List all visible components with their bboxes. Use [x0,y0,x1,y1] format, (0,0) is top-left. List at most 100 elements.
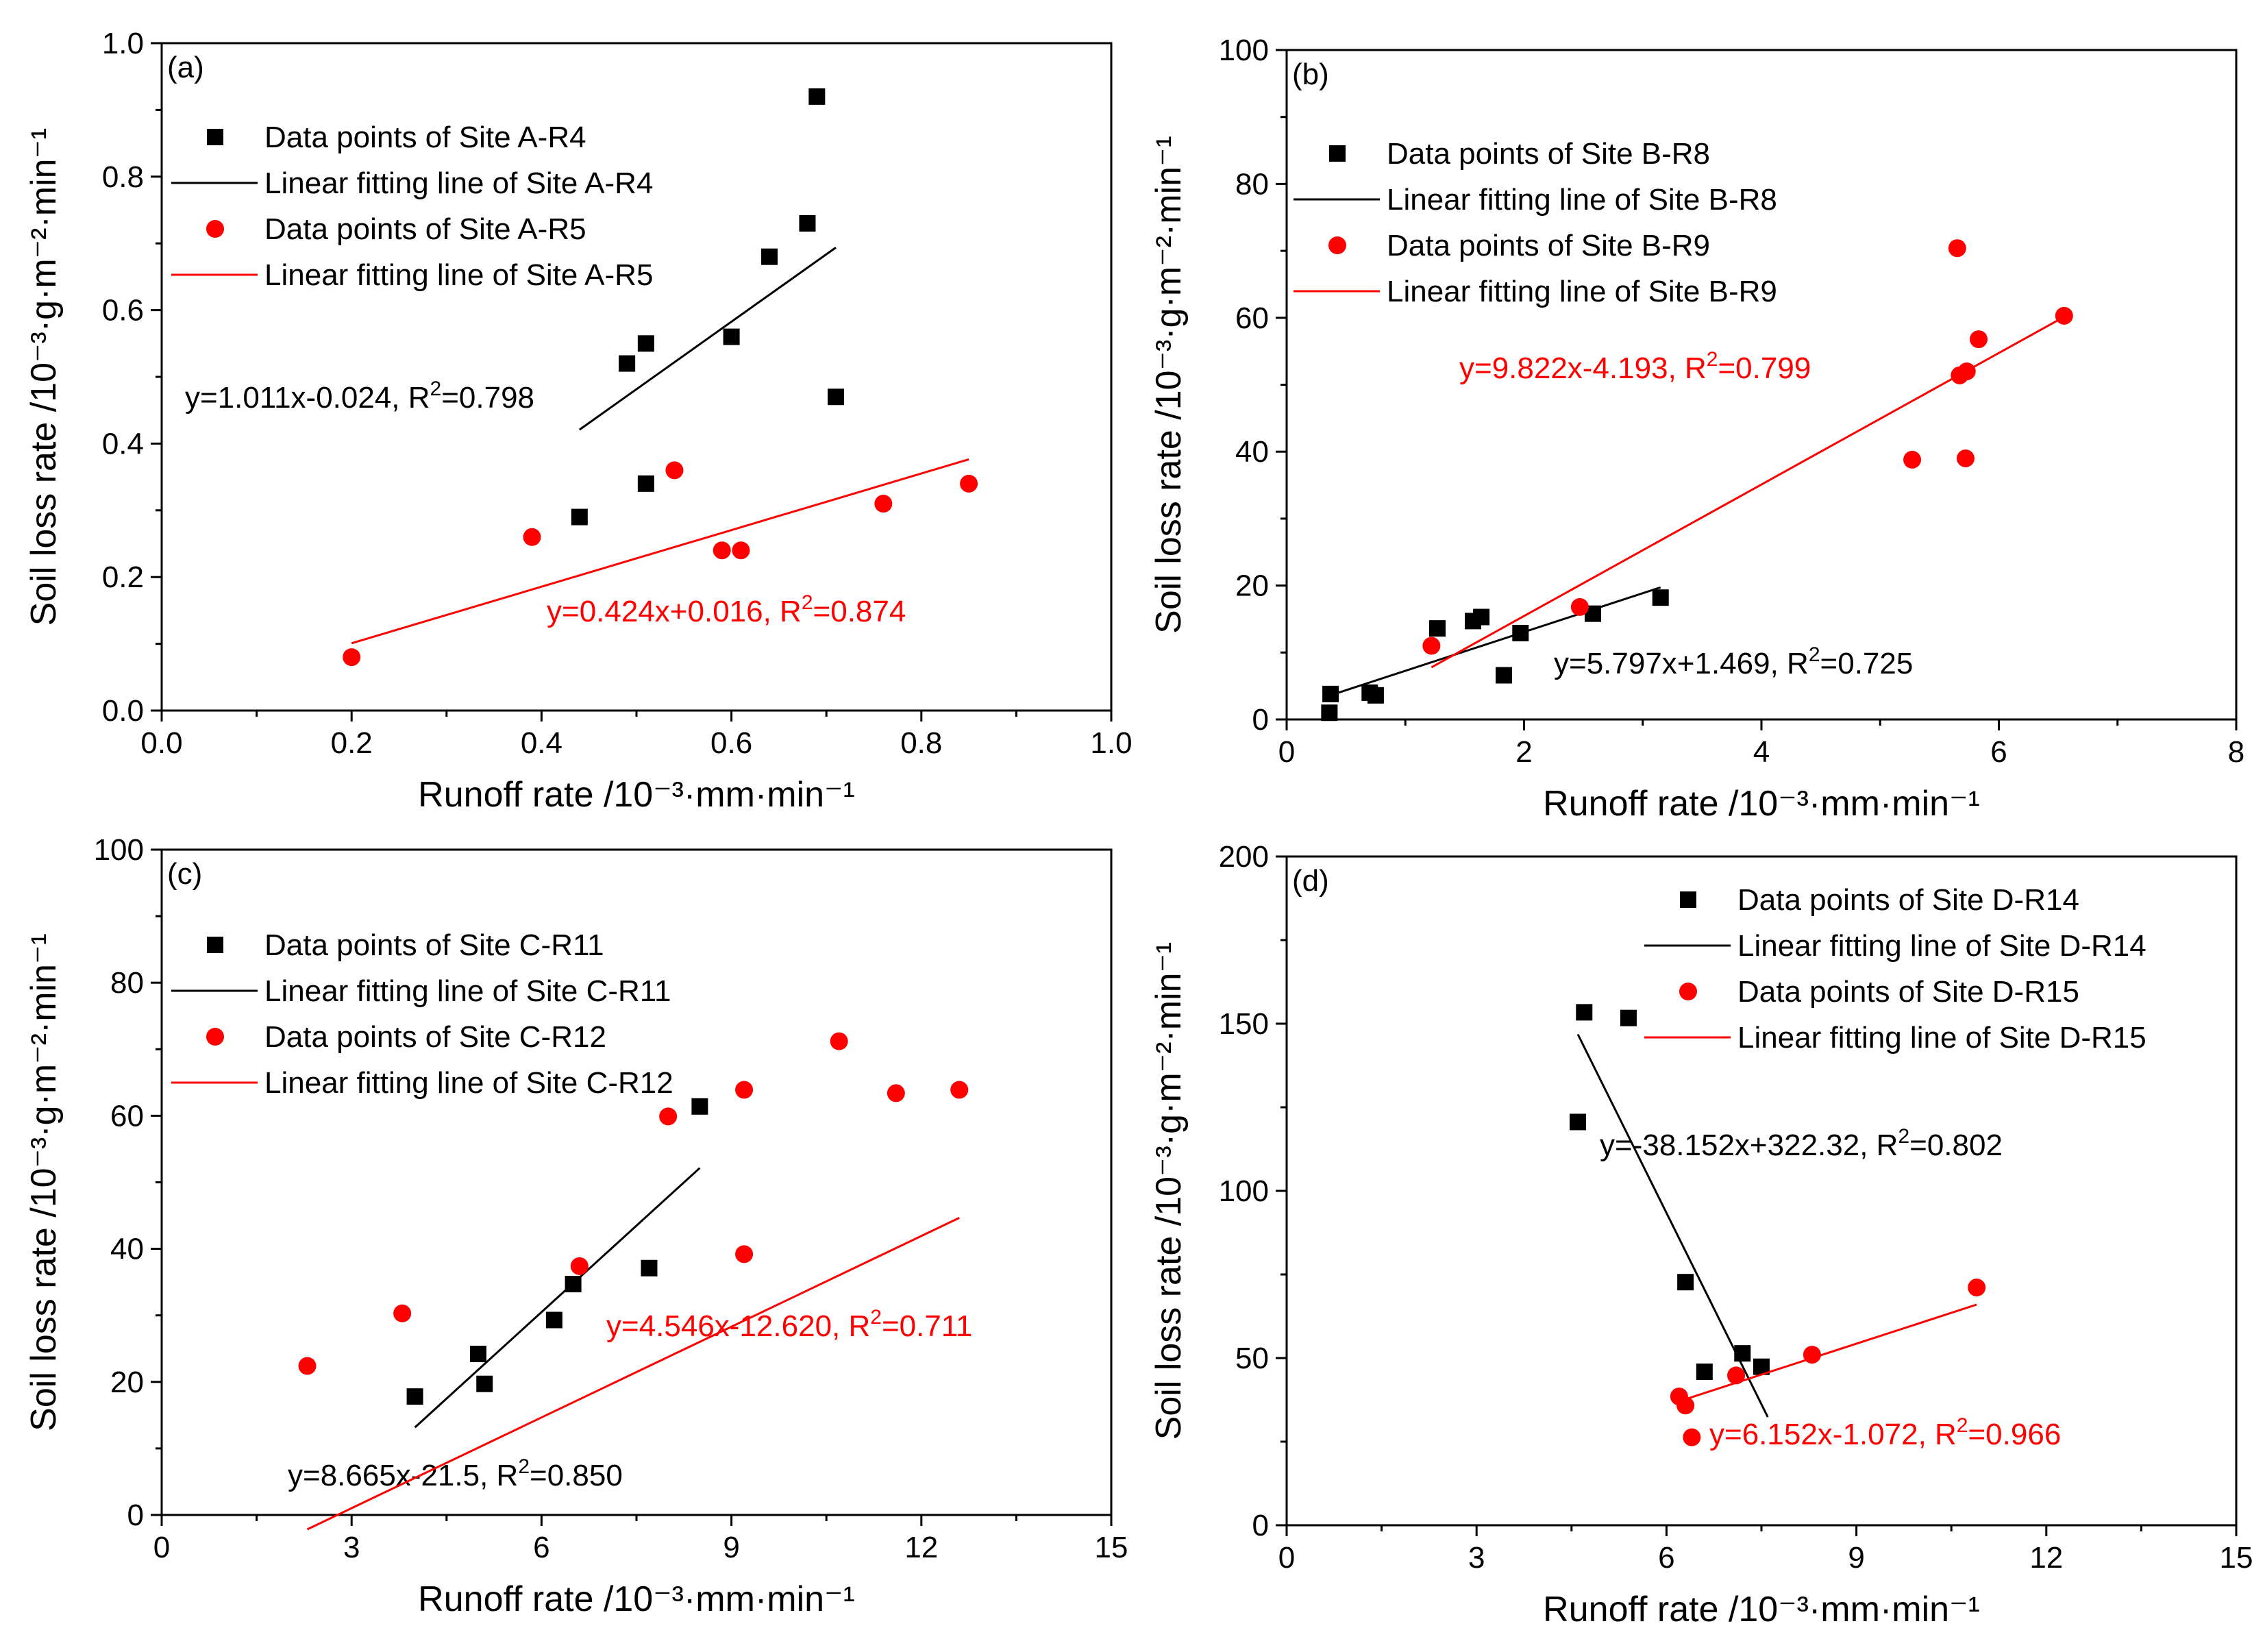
x-tick-label: 3 [343,1531,360,1564]
equation-text: y=5.797x+1.469, R [1554,647,1809,680]
data-point [723,328,740,345]
legend-marker [207,937,223,953]
data-point [637,335,654,352]
data-point [641,1259,658,1277]
r-squared-value: =0.874 [813,595,906,628]
legend-line-label: Linear fitting line of Site A-R4 [264,167,653,200]
superscript: 2 [1957,1414,1968,1437]
equation-label: y=5.797x+1.469, R2=0.725 [1554,643,1913,680]
data-point [1496,667,1513,684]
equation-text: y=0.424x+0.016, R [547,595,802,628]
chart-panel-c: 0 3 6 9 12 15 0 20 40 60 80 100 Runoff rate /10⁻³·mm… [24,833,1128,1619]
data-point [619,355,636,372]
x-tick-label: 0.4 [521,726,562,760]
data-point [735,1081,754,1099]
y-tick-label: 1.0 [102,27,144,60]
x-axis-title: Runoff rate /10⁻³·mm·min⁻¹ [418,775,855,815]
x-tick-label: 15 [2220,1541,2253,1575]
data-point [1576,1004,1593,1021]
data-point [761,248,778,265]
equation-text: y=8.665x-21.5, R [288,1459,518,1492]
data-point [1429,620,1446,637]
x-axis-title: Runoff rate /10⁻³·mm·min⁻¹ [418,1579,855,1619]
fit-line [578,247,837,431]
superscript: 2 [1707,348,1718,371]
r-squared-value: =0.966 [1968,1418,2061,1451]
y-tick-label: 40 [1235,435,1269,469]
legend-line-label: Linear fitting line of Site D-R15 [1737,1021,2146,1055]
data-point [1512,624,1529,641]
equation-label: y=0.424x+0.016, R2=0.874 [547,591,906,628]
data-point [565,1276,582,1293]
superscript: 2 [802,591,813,614]
superscript: 2 [1898,1125,1909,1148]
equation-label: y=8.665x-21.5, R2=0.850 [288,1455,623,1492]
equation-text: y=9.822x-4.193, R [1459,352,1707,385]
data-point [545,1311,562,1329]
data-point [808,88,826,105]
x-tick-label: 0 [1278,1541,1295,1575]
x-tick-label: 4 [1753,735,1770,769]
legend-line-label: Linear fitting line of Site C-R11 [264,974,671,1008]
legend-marker [206,220,224,238]
legend-marker [207,129,223,145]
x-tick-label: 3 [1468,1541,1485,1575]
legend-line-label: Linear fitting line of Site B-R8 [1387,183,1777,217]
legend-marker [1680,891,1696,908]
data-point [2055,306,2073,325]
y-tick-label: 100 [94,833,144,867]
y-tick-label: 0 [1252,1509,1269,1542]
series-site-d-r14: y=-38.152x+322.32, R2=0.802 Data points o… [1570,883,2146,1418]
data-point [1321,704,1338,722]
legend-points-label: Data points of Site A-R5 [264,212,586,246]
y-tick-label: 50 [1235,1342,1269,1375]
legend-line-label: Linear fitting line of Site C-R12 [264,1066,673,1100]
superscript: 2 [430,378,442,400]
data-point [735,1245,754,1263]
data-point [343,648,361,667]
data-point [874,495,893,513]
data-point [830,1032,848,1050]
equation-label: y=-38.152x+322.32, R2=0.802 [1600,1125,2003,1162]
y-tick-label: 0 [127,1499,144,1532]
fit-line [414,1167,701,1429]
data-point [1676,1396,1695,1415]
series-site-b-r8: y=5.797x+1.469, R2=0.725 Data points of S… [1294,137,1913,722]
data-point [1422,637,1441,655]
data-point [470,1346,486,1363]
r-squared-value: =0.798 [441,381,534,415]
x-tick-label: 0.0 [140,726,182,760]
equation-label: y=9.822x-4.193, R2=0.799 [1459,348,1811,385]
panel-label: (d) [1292,864,1329,898]
data-point [1473,608,1490,626]
data-point [1570,597,1589,616]
fit-line [306,1217,960,1531]
panel-label: (a) [167,51,204,84]
r-squared-value: =0.799 [1718,352,1811,385]
data-point [665,461,684,480]
panel-label: (b) [1292,58,1329,91]
data-point [571,508,588,526]
y-tick-label: 100 [1219,34,1269,67]
data-point [828,389,845,406]
data-point [1620,1009,1637,1026]
y-axis-title: Soil loss rate /10⁻³·g·m⁻²·min⁻¹ [24,933,64,1431]
legend-marker [206,1028,224,1046]
data-point [950,1081,969,1099]
data-point [1696,1364,1713,1381]
legend-points-label: Data points of Site B-R9 [1387,229,1710,262]
y-tick-label: 80 [1235,167,1269,201]
legend-points-label: Data points of Site D-R15 [1737,975,2079,1009]
y-tick-label: 60 [1235,301,1269,335]
y-tick-label: 0.6 [102,294,144,328]
data-point [1727,1366,1746,1385]
series-site-c-r11: y=8.665x-21.5, R2=0.850 Data points of Si… [171,928,708,1492]
data-point [406,1388,423,1405]
x-tick-label: 15 [1095,1531,1128,1564]
superscript: 2 [1809,643,1820,666]
fit-line [351,458,969,645]
x-tick-label: 0 [1278,735,1295,769]
